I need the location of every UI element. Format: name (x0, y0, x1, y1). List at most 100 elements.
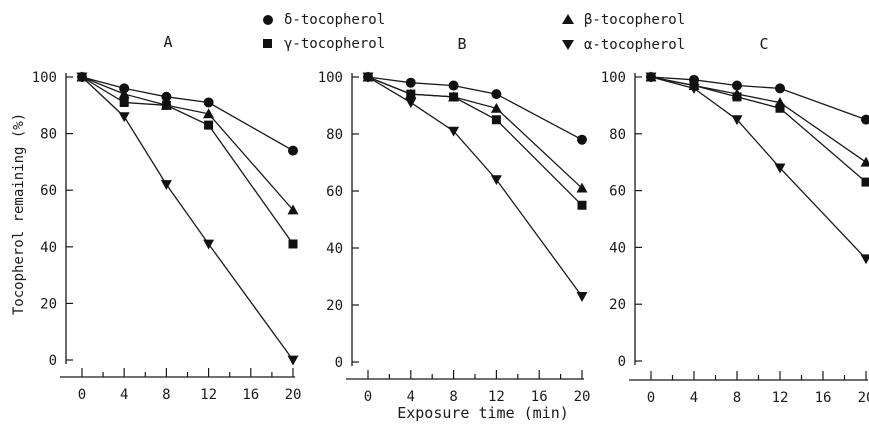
panel-b-y-tick-label: 80 (326, 127, 343, 143)
panel-a-data-point (118, 112, 130, 123)
panel-b-data-point (491, 89, 502, 100)
panel-c-x-tick-label: 8 (733, 390, 741, 406)
panel-a: 0 20 40 60 80 100 0 4 8 12 16 20 (32, 70, 302, 403)
legend-label-beta: β-tocopherol (584, 12, 685, 28)
panel-b-series-line (367, 76, 583, 189)
panel-a-data-point (118, 88, 130, 99)
panel-c-x-tick-label: 20 (858, 390, 869, 406)
panel-c-data-point (860, 254, 869, 265)
panel-label-c: C (759, 35, 768, 53)
panel-c-x-tick-label: 0 (647, 390, 655, 406)
legend-marker-triangle-down (562, 40, 574, 50)
panel-a-data-point (119, 97, 129, 107)
panel-b-data-point (577, 200, 587, 210)
panel-b-data-point (448, 80, 459, 91)
panel-a-data-point (160, 180, 172, 191)
panel-a-series-line (81, 76, 294, 152)
panel-b-x-tick-label: 16 (531, 389, 548, 405)
legend-label-alpha: α-tocopherol (584, 37, 685, 53)
panel-c-data-point (732, 80, 742, 91)
panel-b-data-point (406, 89, 416, 99)
panel-c-y-tick-label: 80 (609, 127, 626, 143)
panel-c-data-point (861, 177, 869, 187)
panel-b-y-tick-label: 20 (326, 298, 343, 314)
panel-c-data-point (688, 83, 700, 94)
panel-c: 0 20 40 60 80 100 0 4 8 12 16 20 (601, 70, 869, 406)
panel-a-x-tick-label: 8 (162, 387, 170, 403)
panel-a-data-point (204, 120, 214, 130)
panel-b: 0 20 40 60 80 100 0 4 8 12 16 20 (318, 70, 591, 405)
panel-a-x-tick-label: 4 (120, 387, 128, 403)
panel-b-series-line (367, 76, 583, 297)
legend-item-beta: β-tocopherol (562, 12, 685, 28)
panel-c-data-point (775, 83, 785, 94)
panel-b-y-tick-label: 60 (326, 184, 343, 200)
panel-c-data-point (645, 72, 657, 83)
panel-a-data-point (76, 72, 88, 83)
panel-a-y-tick-label: 80 (40, 127, 57, 143)
legend-item-delta: δ-tocopherol (263, 12, 385, 28)
panel-b-data-point (362, 72, 374, 83)
panel-b-x-tick-label: 20 (574, 389, 591, 405)
panel-c-data-point (861, 114, 869, 125)
legend-marker-circle (263, 15, 273, 25)
panel-a-y-tick-label: 20 (40, 296, 57, 312)
panel-a-y-tick-label: 60 (40, 183, 57, 199)
panel-c-y-tick-label: 100 (601, 70, 626, 86)
panel-a-y-tick-label: 0 (49, 353, 57, 369)
panel-b-data-point (405, 77, 416, 88)
legend-marker-triangle-up (562, 14, 574, 24)
panel-c-series-line (650, 76, 867, 163)
panel-b-data-point (491, 115, 501, 125)
panel-a-data-point (203, 108, 215, 119)
x-axis-label: Exposure time (min) (397, 404, 569, 422)
panel-b-y-tick-label: 40 (326, 241, 343, 257)
panel-c-series-line (650, 76, 867, 183)
panel-a-data-point (203, 239, 215, 250)
panel-a-data-point (288, 239, 298, 249)
panel-c-data-point (860, 156, 869, 167)
panel-b-data-point (576, 292, 588, 302)
panel-b-data-point (449, 92, 459, 102)
panel-b-data-point (490, 175, 502, 186)
panel-b-data-point (576, 182, 588, 193)
panel-c-data-point (731, 115, 743, 126)
legend-label-gamma: γ-tocopherol (284, 36, 385, 52)
panel-b-data-point (490, 102, 502, 113)
panel-a-data-point (287, 204, 299, 215)
panel-a-data-point (288, 145, 298, 156)
panel-label-a: A (163, 33, 172, 51)
panel-a-series-line (81, 76, 294, 361)
panel-a-x-tick-label: 12 (200, 387, 217, 403)
panel-c-x-tick-label: 4 (690, 390, 698, 406)
panel-a-data-point (203, 97, 214, 108)
panel-c-y-tick-label: 60 (609, 184, 626, 200)
panel-c-series-line (650, 76, 867, 260)
panel-b-x-tick-label: 8 (449, 389, 457, 405)
panel-b-y-tick-label: 100 (318, 70, 343, 86)
panel-a-x-tick-label: 20 (285, 387, 302, 403)
panel-c-x-tick-label: 12 (772, 390, 789, 406)
panel-c-data-point (775, 103, 785, 113)
panel-a-data-point (161, 91, 172, 102)
panel-label-b: B (457, 35, 466, 53)
panel-b-data-point (448, 126, 460, 137)
panel-a-series-line (81, 76, 294, 245)
panel-b-data-point (405, 98, 417, 109)
panel-b-x-tick-label: 4 (407, 389, 415, 405)
legend: δ-tocopherol γ-tocopherol β-tocopherol α… (263, 12, 685, 53)
panel-a-data-point (287, 355, 299, 366)
panel-a-x-tick-label: 16 (242, 387, 259, 403)
panel-a-data-point (161, 100, 171, 110)
y-axis-label: Tocopherol remaining (%) (11, 113, 27, 315)
panel-c-y-tick-label: 0 (618, 354, 626, 370)
panel-c-y-tick-label: 40 (609, 240, 626, 256)
panel-a-data-point (119, 83, 130, 94)
panel-c-data-point (732, 92, 742, 102)
panel-b-y-tick-label: 0 (335, 355, 343, 371)
panel-b-x-tick-label: 0 (364, 389, 372, 405)
legend-marker-square (263, 39, 272, 48)
panel-a-y-tick-label: 40 (40, 240, 57, 256)
panel-c-y-tick-label: 20 (609, 297, 626, 313)
